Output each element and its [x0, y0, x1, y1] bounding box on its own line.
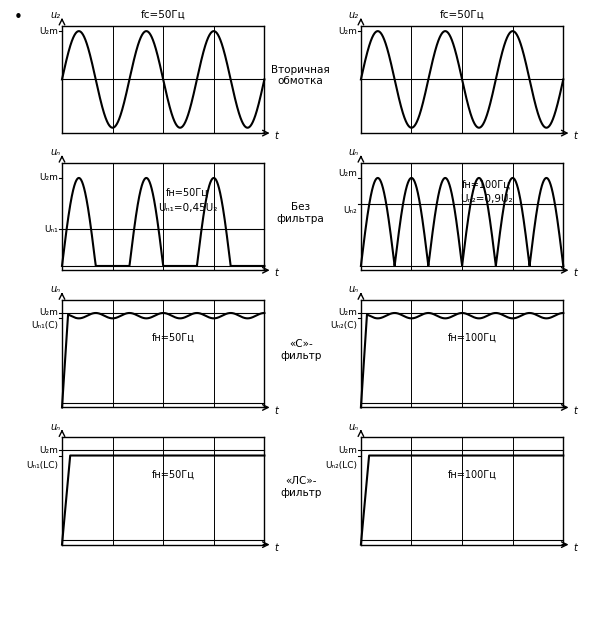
- Text: t: t: [573, 269, 577, 278]
- Text: uₙ: uₙ: [50, 422, 60, 431]
- Text: Uₙ₁(C): Uₙ₁(C): [31, 321, 58, 330]
- Text: uₙ: uₙ: [349, 147, 359, 157]
- Text: U₂m: U₂m: [39, 308, 58, 317]
- Text: fн=50Гц: fн=50Гц: [152, 470, 195, 480]
- Text: t: t: [573, 543, 577, 553]
- Text: U₂m: U₂m: [338, 308, 357, 317]
- Text: U₂m: U₂m: [338, 26, 357, 35]
- Text: t: t: [274, 131, 278, 141]
- Text: Uₙ₁: Uₙ₁: [44, 225, 58, 234]
- Text: u₂: u₂: [50, 10, 60, 20]
- Text: uₙ: uₙ: [349, 285, 359, 294]
- Text: Uₙ₂(C): Uₙ₂(C): [330, 321, 357, 330]
- Text: uₙ: uₙ: [50, 147, 60, 157]
- Text: uₙ: uₙ: [50, 285, 60, 294]
- Text: fс=50Гц: fс=50Гц: [141, 9, 185, 19]
- Text: Uₙ₂: Uₙ₂: [343, 205, 357, 214]
- Text: «С»-
фильтр: «С»- фильтр: [280, 339, 321, 361]
- Text: u₂: u₂: [349, 10, 359, 20]
- Text: uₙ: uₙ: [349, 422, 359, 431]
- Text: •: •: [14, 10, 23, 24]
- Text: fн=50Гц: fн=50Гц: [152, 333, 195, 343]
- Text: t: t: [274, 269, 278, 278]
- Text: t: t: [573, 131, 577, 141]
- Text: fн=100Гц: fн=100Гц: [448, 470, 497, 480]
- Text: U₂m: U₂m: [39, 173, 58, 182]
- Text: U₂m: U₂m: [39, 446, 58, 455]
- Text: fн=50Гц: fн=50Гц: [166, 188, 209, 198]
- Text: U₂m: U₂m: [338, 169, 357, 178]
- Text: Uₙ₂=0,9U₂: Uₙ₂=0,9U₂: [460, 194, 512, 204]
- Text: fн=100Гц: fн=100Гц: [448, 333, 497, 343]
- Text: fн=100Гц: fн=100Гц: [462, 180, 511, 189]
- Text: fс=50Гц: fс=50Гц: [440, 9, 484, 19]
- Text: t: t: [573, 406, 577, 415]
- Text: U₂m: U₂m: [338, 446, 357, 455]
- Text: t: t: [274, 543, 278, 553]
- Text: t: t: [274, 406, 278, 415]
- Text: Uₙ₂(LC): Uₙ₂(LC): [325, 460, 357, 469]
- Text: «ЛС»-
фильтр: «ЛС»- фильтр: [280, 477, 321, 498]
- Text: Uₙ₁=0,45U₂: Uₙ₁=0,45U₂: [158, 203, 217, 213]
- Text: Без
фильтра: Без фильтра: [277, 202, 325, 223]
- Text: Uₙ₁(LC): Uₙ₁(LC): [26, 460, 58, 469]
- Text: U₂m: U₂m: [39, 26, 58, 35]
- Text: Вторичная
обмотка: Вторичная обмотка: [271, 65, 330, 86]
